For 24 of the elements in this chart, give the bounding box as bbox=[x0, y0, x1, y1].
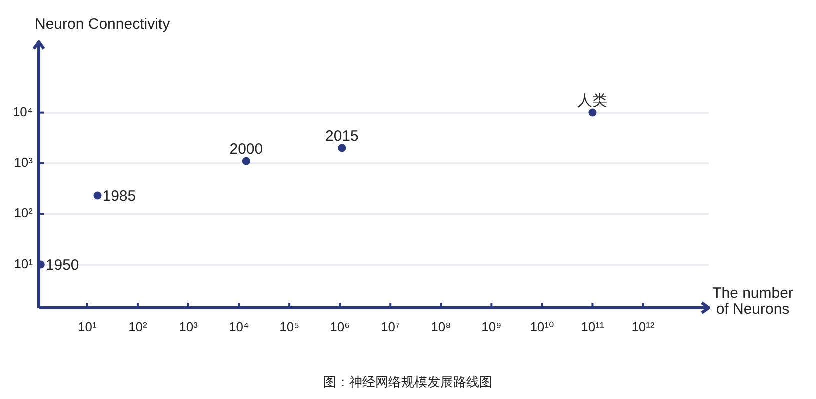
y-tick-label: 10⁴ bbox=[12, 104, 33, 120]
y-tick-label: 10¹ bbox=[14, 256, 34, 272]
annotation: 人类 bbox=[578, 92, 608, 110]
x-tick-label: 10⁴ bbox=[229, 319, 250, 334]
y-axis-title: Neuron Connectivity bbox=[35, 16, 171, 33]
x-tick-label: 10² bbox=[128, 319, 148, 334]
annotation: 2000 bbox=[230, 141, 264, 158]
x-tick-label: 10⁵ bbox=[280, 319, 300, 334]
x-tick-label: 10¹¹ bbox=[581, 319, 605, 334]
annotation: 1985 bbox=[102, 188, 136, 205]
x-tick-label: 10¹² bbox=[632, 319, 656, 334]
x-axis-title: The number of Neurons bbox=[712, 285, 794, 318]
x-tick-label: 10¹⁰ bbox=[530, 319, 554, 334]
y-tick-label: 10² bbox=[14, 206, 34, 221]
x-tick-label: 10⁶ bbox=[330, 319, 350, 334]
annotation: 2015 bbox=[325, 128, 359, 145]
y-tick-label: 10³ bbox=[14, 155, 34, 170]
x-tick-label: 10¹ bbox=[78, 319, 98, 334]
annotation: 1950 bbox=[46, 256, 80, 274]
x-tick-label: 10³ bbox=[179, 319, 199, 334]
x-tick-label: 10⁹ bbox=[482, 319, 502, 334]
x-tick-label: 10⁷ bbox=[381, 319, 400, 334]
x-tick-label: 10⁸ bbox=[431, 319, 452, 334]
text: 图：神经网络规模发展路线图 bbox=[324, 374, 492, 390]
